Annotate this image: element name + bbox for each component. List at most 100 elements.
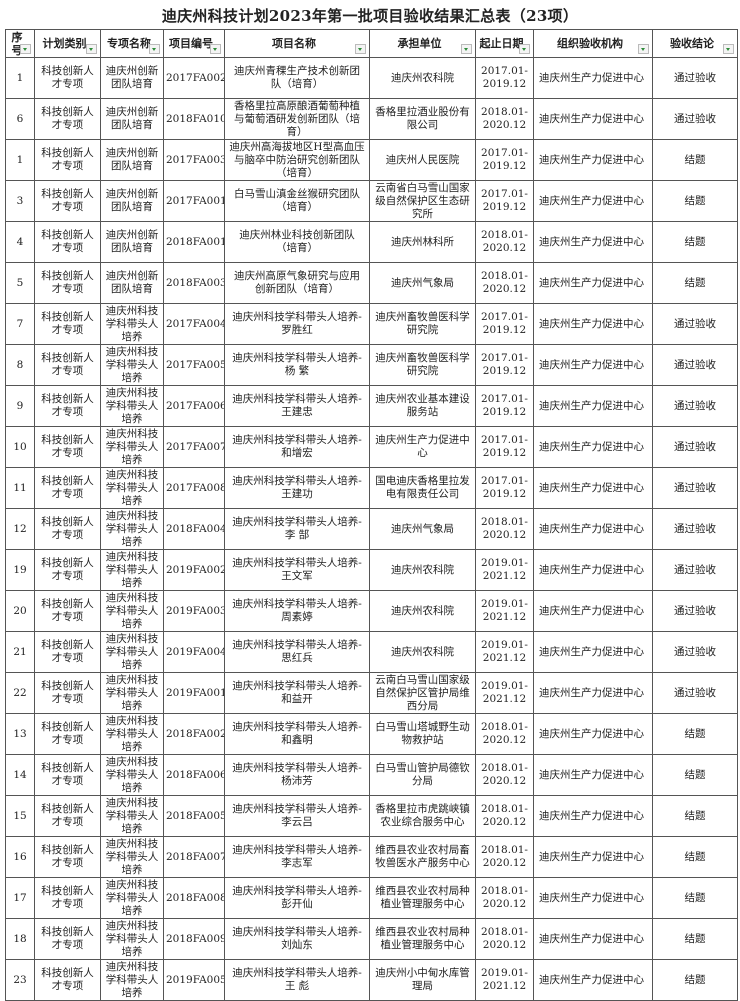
cell-special: 迪庆州创新团队培育	[100, 180, 164, 222]
cell-special: 迪庆州科技学科带头人培养	[100, 672, 164, 714]
table-row: 1 科技创新人才专项 迪庆州创新团队培育 2017FA003 迪庆州高海拔地区H型高血压…	[5, 139, 738, 181]
filter-dropdown-icon[interactable]	[519, 44, 530, 54]
cell-org: 迪庆州生产力促进中心	[533, 139, 653, 181]
cell-category: 科技创新人才专项	[34, 754, 101, 796]
table-row: 8 科技创新人才专项 迪庆州科技学科带头人培养 2017FA005 迪庆州科技学科带头人…	[5, 344, 738, 386]
cell-unit: 迪庆州人民医院	[369, 139, 476, 181]
cell-date: 2017.01-2019.12	[475, 344, 534, 386]
cell-code: 2019FA002	[163, 549, 225, 591]
filter-dropdown-icon[interactable]	[149, 44, 160, 54]
column-header-label: 计划类别	[42, 37, 87, 50]
cell-date: 2018.01-2020.12	[475, 98, 534, 140]
results-table: 序号 计划类别 专项名称 项目编号 项目名称 承担单位 起止日期 组织验收机构 验收结论 1 科技…	[5, 29, 738, 1001]
cell-org: 迪庆州生产力促进中心	[533, 344, 653, 386]
table-row: 21 科技创新人才专项 迪庆州科技学科带头人培养 2019FA004 迪庆州科技学科带头…	[5, 631, 738, 673]
cell-no: 15	[5, 795, 35, 837]
cell-result: 通过验收	[652, 98, 738, 140]
cell-code: 2017FA002	[163, 57, 225, 99]
cell-code: 2018FA005	[163, 795, 225, 837]
cell-org: 迪庆州生产力促进中心	[533, 508, 653, 550]
cell-category: 科技创新人才专项	[34, 344, 101, 386]
cell-name: 迪庆州科技学科带头人培养-思红兵	[224, 631, 370, 673]
filter-dropdown-icon[interactable]	[461, 44, 472, 54]
cell-result: 结题	[652, 959, 738, 1001]
cell-org: 迪庆州生产力促进中心	[533, 918, 653, 960]
cell-category: 科技创新人才专项	[34, 672, 101, 714]
cell-category: 科技创新人才专项	[34, 426, 101, 468]
cell-special: 迪庆州科技学科带头人培养	[100, 959, 164, 1001]
cell-name: 迪庆州科技学科带头人培养-李 郜	[224, 508, 370, 550]
page-title: 迪庆州科技计划2023年第一批项目验收结果汇总表（23项）	[161, 7, 579, 25]
cell-category: 科技创新人才专项	[34, 139, 101, 181]
cell-unit: 迪庆州农科院	[369, 549, 476, 591]
cell-result: 结题	[652, 221, 738, 263]
cell-unit: 迪庆州气象局	[369, 262, 476, 304]
filter-dropdown-icon[interactable]	[723, 44, 734, 54]
cell-special: 迪庆州创新团队培育	[100, 262, 164, 304]
cell-category: 科技创新人才专项	[34, 180, 101, 222]
cell-org: 迪庆州生产力促进中心	[533, 98, 653, 140]
table-row: 10 科技创新人才专项 迪庆州科技学科带头人培养 2017FA007 迪庆州科技学科带头…	[5, 426, 738, 468]
cell-date: 2019.01-2021.12	[475, 672, 534, 714]
table-row: 19 科技创新人才专项 迪庆州科技学科带头人培养 2019FA002 迪庆州科技学科带头…	[5, 549, 738, 591]
cell-no: 17	[5, 877, 35, 919]
header-date: 起止日期	[475, 29, 534, 58]
cell-code: 2017FA007	[163, 426, 225, 468]
cell-result: 结题	[652, 180, 738, 222]
cell-special: 迪庆州科技学科带头人培养	[100, 631, 164, 673]
cell-no: 14	[5, 754, 35, 796]
table-row: 6 科技创新人才专项 迪庆州创新团队培育 2018FA010 香格里拉高原酿酒葡萄种植与…	[5, 98, 738, 140]
cell-unit: 维西县农业农村局畜牧兽医水产服务中心	[369, 836, 476, 878]
cell-org: 迪庆州生产力促进中心	[533, 754, 653, 796]
table-row: 23 科技创新人才专项 迪庆州科技学科带头人培养 2019FA005 迪庆州科技学科带头…	[5, 959, 738, 1001]
cell-org: 迪庆州生产力促进中心	[533, 303, 653, 345]
filter-dropdown-icon[interactable]	[638, 44, 649, 54]
filter-dropdown-icon[interactable]	[355, 44, 366, 54]
table-row: 9 科技创新人才专项 迪庆州科技学科带头人培养 2017FA006 迪庆州科技学科带头人…	[5, 385, 738, 427]
header-code: 项目编号	[163, 29, 225, 58]
cell-category: 科技创新人才专项	[34, 795, 101, 837]
cell-org: 迪庆州生产力促进中心	[533, 631, 653, 673]
cell-code: 2017FA006	[163, 385, 225, 427]
cell-no: 7	[5, 303, 35, 345]
filter-dropdown-icon[interactable]	[20, 44, 31, 54]
filter-dropdown-icon[interactable]	[86, 44, 97, 54]
cell-code: 2018FA008	[163, 877, 225, 919]
cell-result: 通过验收	[652, 631, 738, 673]
cell-result: 结题	[652, 795, 738, 837]
cell-category: 科技创新人才专项	[34, 713, 101, 755]
cell-result: 通过验收	[652, 385, 738, 427]
cell-result: 结题	[652, 918, 738, 960]
cell-category: 科技创新人才专项	[34, 836, 101, 878]
cell-unit: 云南白马雪山国家级自然保护区管护局维西分局	[369, 672, 476, 714]
cell-date: 2019.01-2021.12	[475, 549, 534, 591]
cell-date: 2018.01-2020.12	[475, 221, 534, 263]
table-row: 5 科技创新人才专项 迪庆州创新团队培育 2018FA003 迪庆州高原气象研究与应用创…	[5, 262, 738, 304]
header-no: 序号	[5, 29, 35, 58]
cell-org: 迪庆州生产力促进中心	[533, 221, 653, 263]
cell-name: 迪庆州科技学科带头人培养-王文军	[224, 549, 370, 591]
column-header-label: 项目编号	[169, 37, 213, 50]
cell-org: 迪庆州生产力促进中心	[533, 180, 653, 222]
cell-category: 科技创新人才专项	[34, 508, 101, 550]
cell-unit: 迪庆州农科院	[369, 590, 476, 632]
cell-no: 19	[5, 549, 35, 591]
cell-no: 1	[5, 139, 35, 181]
cell-code: 2019FA005	[163, 959, 225, 1001]
cell-code: 2017FA001	[163, 180, 225, 222]
table-row: 22 科技创新人才专项 迪庆州科技学科带头人培养 2019FA001 迪庆州科技学科带头…	[5, 672, 738, 714]
cell-category: 科技创新人才专项	[34, 959, 101, 1001]
cell-no: 11	[5, 467, 35, 509]
cell-name: 迪庆州科技学科带头人培养-和增宏	[224, 426, 370, 468]
cell-name: 迪庆州科技学科带头人培养-彭开仙	[224, 877, 370, 919]
column-header-label: 项目名称	[272, 37, 316, 50]
cell-code: 2018FA001	[163, 221, 225, 263]
cell-special: 迪庆州科技学科带头人培养	[100, 795, 164, 837]
cell-name: 迪庆州科技学科带头人培养-刘灿东	[224, 918, 370, 960]
cell-org: 迪庆州生产力促进中心	[533, 713, 653, 755]
table-row: 7 科技创新人才专项 迪庆州科技学科带头人培养 2017FA004 迪庆州科技学科带头人…	[5, 303, 738, 345]
filter-dropdown-icon[interactable]	[210, 44, 221, 54]
cell-unit: 白马雪山塔城野生动物救护站	[369, 713, 476, 755]
cell-name: 迪庆州科技学科带头人培养-李志军	[224, 836, 370, 878]
cell-result: 通过验收	[652, 672, 738, 714]
